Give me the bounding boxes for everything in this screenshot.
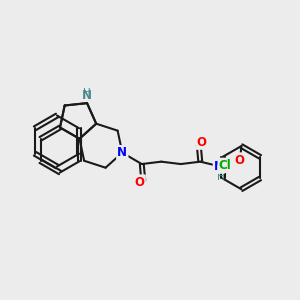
Text: Cl: Cl xyxy=(219,159,232,172)
Text: O: O xyxy=(197,136,207,149)
Text: O: O xyxy=(234,154,244,166)
Text: H: H xyxy=(217,172,224,182)
Text: O: O xyxy=(135,176,145,189)
Text: N: N xyxy=(82,88,92,102)
Text: N: N xyxy=(117,146,127,159)
Text: N: N xyxy=(214,160,224,173)
Text: H: H xyxy=(83,88,91,98)
